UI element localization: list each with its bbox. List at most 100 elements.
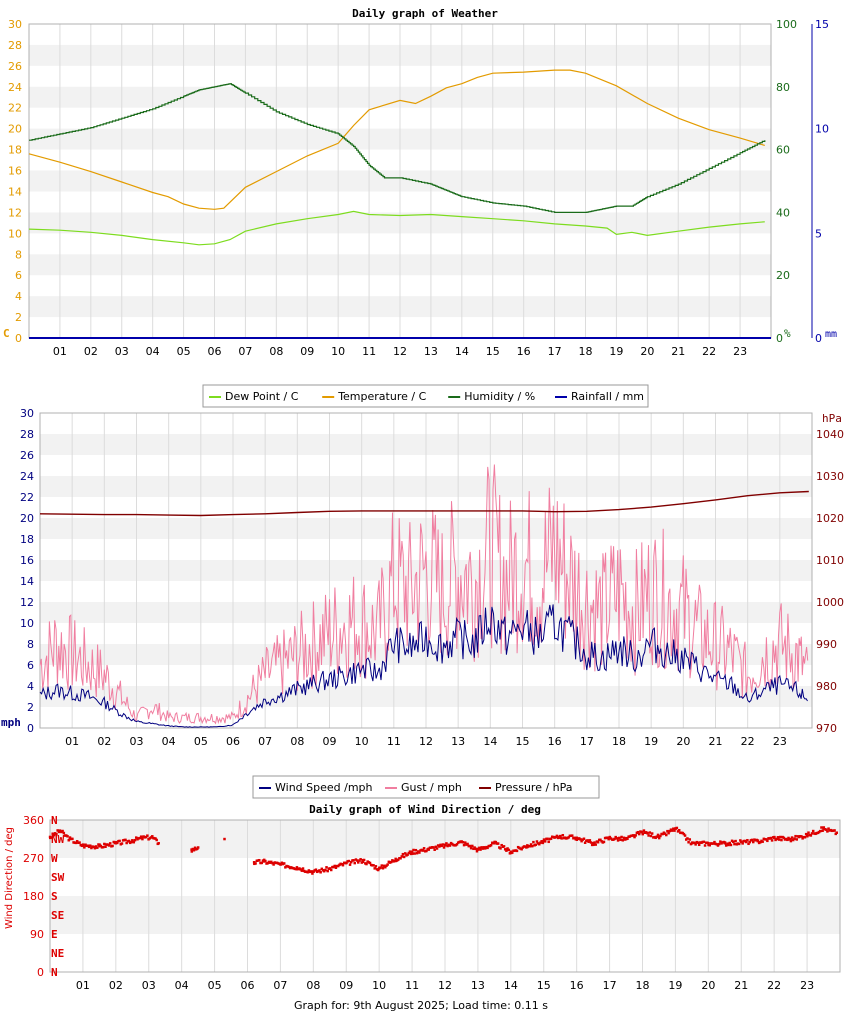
wind-direction-point — [633, 835, 636, 839]
wind-direction-point — [732, 840, 735, 844]
wind-direction-point — [739, 839, 742, 842]
wind-direction-point — [793, 837, 796, 840]
wind-direction-point — [670, 829, 674, 832]
left-tick-label: 10 — [8, 227, 22, 240]
wind-direction-point — [509, 850, 513, 853]
wind-direction-point — [328, 867, 332, 870]
wind-direction-point — [307, 869, 311, 872]
wind-direction-point — [493, 842, 496, 845]
wind-direction-point — [764, 838, 768, 841]
chart1-title: Daily graph of Weather — [352, 7, 498, 20]
x-tick-label: 02 — [97, 735, 111, 748]
wind-direction-point — [503, 848, 507, 851]
legend-humidity-label: Humidity / % — [464, 390, 535, 403]
wind-direction-point — [661, 832, 664, 836]
wind-direction-point — [607, 837, 610, 841]
wind-direction-point — [475, 849, 479, 853]
x-tick-label: 08 — [269, 345, 283, 358]
wind-direction-point — [418, 851, 421, 854]
wind-direction-point — [88, 844, 92, 847]
wind-direction-point — [155, 838, 158, 842]
wind-direction-point — [358, 859, 361, 862]
temperature-line — [28, 69, 765, 210]
wind-direction-point — [474, 847, 478, 851]
x-tick-label: 22 — [702, 345, 716, 358]
wind-speed-line — [39, 604, 808, 728]
legend-pressure-label: Pressure / hPa — [495, 781, 573, 794]
wind-direction-point — [324, 868, 327, 872]
x-tick-label: 09 — [323, 735, 337, 748]
wind-direction-point — [55, 832, 58, 836]
wind-direction-point — [334, 866, 338, 869]
right-tick-label: 1020 — [816, 512, 844, 525]
wind-direction-point — [766, 839, 769, 843]
wind-direction-point — [811, 829, 815, 833]
wind-direction-point — [271, 861, 274, 865]
wind-direction-point — [656, 833, 660, 837]
wind-direction-point — [421, 849, 425, 852]
wind-direction-point — [223, 837, 226, 841]
x-tick-label: 07 — [273, 979, 287, 992]
wind-direction-point — [650, 832, 654, 835]
wind-direction-point — [62, 831, 66, 835]
x-tick-label: 02 — [84, 345, 98, 358]
wind-direction-point — [592, 843, 595, 847]
wind-direction-point — [318, 869, 321, 872]
wind-direction-point — [386, 863, 389, 866]
wind-direction-point — [374, 865, 378, 868]
wind-direction-point — [466, 842, 469, 846]
wind-direction-point — [586, 839, 589, 842]
left-tick-label: 10 — [20, 617, 34, 630]
wind-direction-point — [455, 843, 459, 846]
x-tick-label: 07 — [258, 735, 272, 748]
wind-direction-point — [794, 834, 797, 838]
x-tick-label: 14 — [504, 979, 518, 992]
y-tick-label: 180 — [23, 890, 44, 903]
left-tick-label: 6 — [15, 269, 22, 282]
gust-line — [39, 464, 809, 725]
wind-direction-point — [543, 840, 547, 843]
wind-direction-point — [555, 834, 559, 838]
chart2-left-unit: mph — [1, 716, 21, 729]
wind-direction-point — [443, 844, 447, 847]
wind-direction-point — [193, 846, 197, 850]
wind-direction-point — [775, 837, 779, 841]
wind-direction-point — [272, 863, 275, 866]
right-tick-label: 970 — [816, 722, 837, 735]
wind-direction-point — [258, 858, 261, 862]
x-tick-label: 18 — [579, 345, 593, 358]
wind-direction-point — [740, 840, 743, 844]
wind-direction-point — [657, 835, 661, 839]
wind-direction-point — [353, 861, 356, 865]
left-tick-label: 20 — [20, 512, 34, 525]
wind-direction-point — [146, 834, 149, 837]
wind-direction-point — [401, 852, 405, 856]
wind-direction-point — [190, 848, 193, 851]
x-tick-label: 03 — [115, 345, 129, 358]
wind-direction-point — [333, 864, 336, 868]
left-tick-label: 26 — [8, 60, 22, 73]
wind-direction-point — [827, 827, 830, 830]
wind-direction-point — [729, 843, 733, 847]
wind-direction-point — [659, 834, 662, 838]
wind-direction-point — [677, 828, 681, 832]
x-tick-label: 05 — [208, 979, 222, 992]
left-tick-label: 8 — [15, 248, 22, 261]
wind-direction-point — [93, 846, 97, 850]
wind-direction-point — [688, 838, 692, 841]
left-tick-label: 22 — [8, 102, 22, 115]
pressure-line — [39, 490, 809, 517]
wind-direction-point — [748, 840, 751, 844]
compass-label: NE — [51, 947, 64, 960]
x-tick-label: 11 — [405, 979, 419, 992]
x-tick-label: 20 — [701, 979, 715, 992]
wind-direction-point — [48, 835, 52, 839]
wind-direction-point — [663, 832, 667, 835]
wind-direction-point — [741, 842, 744, 845]
wind-direction-point — [441, 843, 445, 846]
left-tick-label: 4 — [27, 680, 34, 693]
wind-direction-point — [368, 861, 372, 865]
wind-direction-point — [133, 838, 137, 842]
weather-chart: Daily graph of Weather 02468101214161820… — [3, 7, 837, 358]
